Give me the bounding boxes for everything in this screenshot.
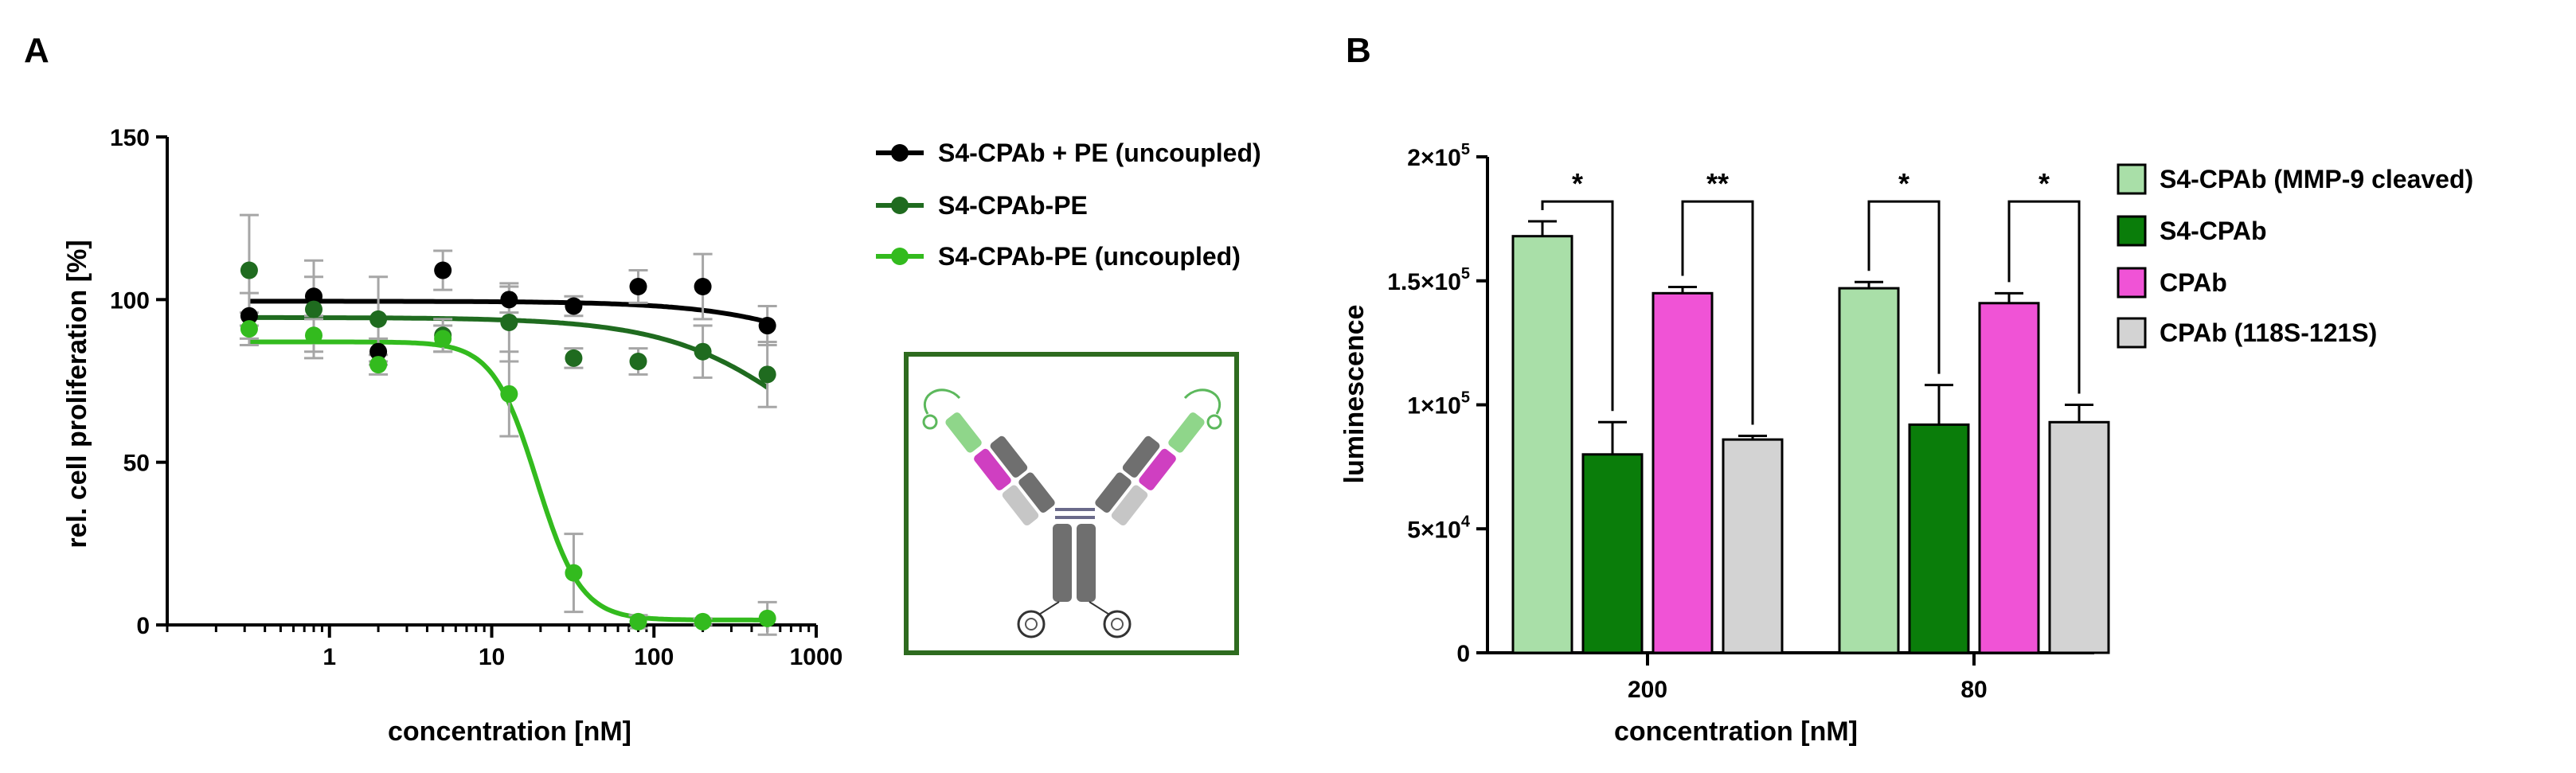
data-point-series-0 [240, 306, 258, 325]
legend-label: S4-CPAb (MMP-9 cleaved) [2160, 165, 2473, 193]
dose-response-chart: 0 50 100 150 1 10 100 1000 rel. cell proliferat… [62, 125, 1261, 747]
data-point-series-0 [758, 317, 776, 335]
legend-swatch [2117, 267, 2147, 299]
significance-label: * [1898, 167, 1910, 200]
significance-label: * [1572, 167, 1583, 200]
data-point-series-1 [758, 365, 776, 384]
chart-b-x-tick-label: 80 [1960, 677, 1987, 703]
bar-0-1 [1581, 453, 1644, 654]
legend-label: CPAb [2160, 268, 2227, 297]
data-point-series-1 [305, 300, 323, 318]
chart-b-y-tick-label: 2×105 [1407, 141, 1470, 171]
data-point-series-2 [240, 320, 258, 338]
bar-0-2 [1652, 291, 1714, 654]
chart-a-x-axis-label: concentration [nM] [388, 716, 631, 747]
chart-b-y-tick-label: 5×104 [1407, 513, 1471, 543]
significance-bracket [1541, 200, 1614, 412]
data-point-series-2 [500, 385, 518, 403]
data-point-series-0 [305, 287, 323, 306]
legend-swatch [2117, 317, 2147, 349]
bar-0-3 [1722, 438, 1784, 654]
bar-1-3 [2048, 420, 2110, 654]
legend-label: S4-CPAb-PE [938, 191, 1088, 220]
significance-label: * [2039, 167, 2050, 200]
chart-a-x-tick-label: 100 [634, 644, 674, 670]
data-point-series-1 [629, 352, 647, 370]
legend-swatch [2117, 215, 2147, 247]
significance-bracket [1867, 200, 1941, 374]
chart-a-x-tick-label: 10 [479, 644, 505, 670]
chart-b-legend: S4-CPAb (MMP-9 cleaved) S4-CPAb CPAb CPAb (… [2117, 163, 2473, 349]
chart-a-x-tick-label: 1 [322, 644, 336, 670]
data-point-series-0 [694, 277, 712, 295]
data-point-series-2 [758, 609, 776, 627]
chart-a-legend: S4-CPAb + PE (uncoupled) S4-CPAb-PE S4-CPA… [876, 139, 1261, 271]
chart-a-x-tick-label: 1000 [790, 644, 843, 670]
chart-b-x-axis-label: concentration [nM] [1614, 716, 1858, 747]
data-point-series-1 [369, 310, 388, 328]
data-point-series-0 [629, 277, 647, 295]
data-point-series-0 [434, 261, 452, 279]
data-point-series-1 [565, 349, 583, 367]
chart-b-bars [1511, 220, 2110, 654]
chart-b-significance-brackets: * ** * * [1541, 167, 2081, 425]
legend-swatch [2117, 163, 2147, 195]
panel-b-letter: B [1346, 31, 1371, 70]
data-point-series-2 [565, 564, 583, 582]
legend-label: S4-CPAb + PE (uncoupled) [938, 139, 1261, 167]
chart-a-points [240, 261, 776, 631]
chart-b-y-tick-label: 1×105 [1407, 389, 1470, 420]
bar-1-2 [1978, 302, 2040, 654]
data-point-series-2 [434, 330, 452, 348]
data-point-series-2 [629, 612, 647, 631]
chart-a-y-tick-label: 100 [110, 287, 150, 314]
data-point-series-1 [240, 261, 258, 279]
chart-a-y-tick-label: 50 [123, 451, 150, 477]
data-point-series-2 [694, 612, 712, 631]
chart-a-error-bars [239, 213, 777, 636]
bar-0-0 [1511, 235, 1573, 654]
data-point-series-0 [565, 297, 583, 315]
data-point-series-1 [694, 342, 712, 361]
chart-b-y-axis-label: luminescence [1339, 305, 1370, 484]
data-point-series-1 [500, 313, 518, 331]
chart-b-x-tick-label: 200 [1628, 677, 1667, 703]
significance-bracket [1681, 200, 1754, 425]
legend-label: S4-CPAb-PE (uncoupled) [938, 242, 1241, 271]
data-point-series-0 [500, 291, 518, 309]
bar-1-0 [1838, 287, 1900, 654]
legend-marker [891, 144, 909, 162]
chart-b-y-tick-label: 1.5×105 [1387, 265, 1470, 295]
chart-a-y-tick-label: 150 [110, 125, 150, 151]
data-point-series-2 [305, 326, 323, 345]
bar-1-1 [1908, 423, 1970, 654]
chart-a-y-tick-label: 0 [136, 613, 150, 639]
panel-a-letter: A [24, 31, 49, 70]
data-point-series-0 [369, 342, 388, 361]
legend-label: CPAb (118S-121S) [2160, 318, 2377, 347]
chart-a-y-axis-label: rel. cell proliferation [%] [62, 240, 92, 548]
significance-label: ** [1706, 167, 1729, 200]
chart-a-axes: 0 50 100 150 1 10 100 1000 [110, 125, 842, 670]
chart-b-y-tick-label: 0 [1456, 641, 1470, 667]
legend-label: S4-CPAb [2160, 217, 2267, 245]
significance-bracket [2007, 200, 2081, 394]
antibody-schematic-icon [904, 352, 1239, 655]
legend-marker [891, 197, 909, 214]
data-point-series-2 [369, 356, 388, 374]
legend-marker [891, 248, 909, 265]
